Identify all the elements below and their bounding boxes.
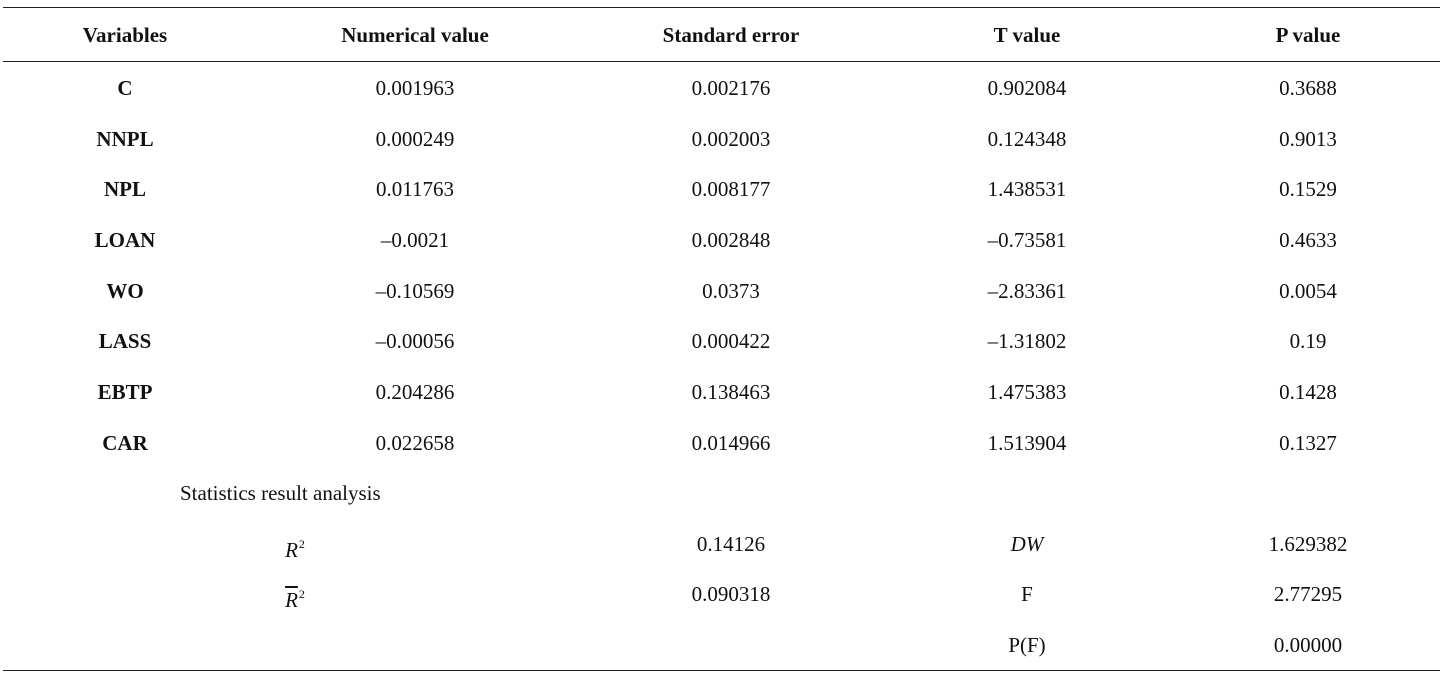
r-squared-letter: R bbox=[285, 538, 298, 562]
pf-label: P(F) bbox=[1008, 633, 1046, 657]
r-squared-symbol: R2 bbox=[275, 519, 315, 569]
row-lass-t: –1.31802 bbox=[987, 329, 1067, 353]
row-loan-variable: LOAN bbox=[94, 228, 156, 252]
row-lass-p: 0.19 bbox=[1289, 329, 1327, 353]
pf-value: 0.00000 bbox=[1273, 633, 1343, 657]
top-rule bbox=[3, 7, 1440, 8]
row-c-value: 0.001963 bbox=[375, 76, 455, 100]
header-numerical-value: Numerical value bbox=[341, 23, 489, 47]
f-label: F bbox=[1021, 582, 1033, 606]
row-lass-value: –0.00056 bbox=[375, 329, 455, 353]
row-npl-p: 0.1529 bbox=[1279, 177, 1337, 201]
row-npl-t: 1.438531 bbox=[987, 177, 1067, 201]
row-car-p: 0.1327 bbox=[1279, 431, 1337, 455]
row-wo-value: –0.10569 bbox=[375, 279, 455, 303]
row-car-se: 0.014966 bbox=[691, 431, 771, 455]
row-ebtp-se: 0.138463 bbox=[691, 380, 771, 404]
adjusted-r-squared-letter: R bbox=[285, 588, 298, 612]
header-variables: Variables bbox=[82, 23, 168, 47]
row-npl-se: 0.008177 bbox=[691, 177, 771, 201]
row-wo-p: 0.0054 bbox=[1279, 279, 1337, 303]
dw-value: 1.629382 bbox=[1268, 532, 1348, 556]
header-standard-error: Standard error bbox=[662, 23, 800, 47]
row-lass-variable: LASS bbox=[98, 329, 152, 353]
row-ebtp-value: 0.204286 bbox=[375, 380, 455, 404]
row-wo-variable: WO bbox=[106, 279, 144, 303]
row-loan-p: 0.4633 bbox=[1279, 228, 1337, 252]
dw-label: DW bbox=[1010, 532, 1044, 556]
f-value: 2.77295 bbox=[1273, 582, 1343, 606]
row-nnpl-value: 0.000249 bbox=[375, 127, 455, 151]
row-npl-value: 0.011763 bbox=[376, 177, 454, 201]
row-ebtp-t: 1.475383 bbox=[987, 380, 1067, 404]
bottom-rule bbox=[3, 670, 1440, 671]
adjusted-r-squared-value: 0.090318 bbox=[691, 582, 771, 606]
row-loan-t: –0.73581 bbox=[987, 228, 1067, 252]
row-lass-se: 0.000422 bbox=[691, 329, 771, 353]
row-car-value: 0.022658 bbox=[375, 431, 455, 455]
row-nnpl-se: 0.002003 bbox=[691, 127, 771, 151]
row-c-se: 0.002176 bbox=[691, 76, 771, 100]
r-squared-value: 0.14126 bbox=[696, 532, 766, 556]
row-wo-t: –2.83361 bbox=[987, 279, 1067, 303]
header-t-value: T value bbox=[993, 23, 1061, 47]
r-squared-superscript: 2 bbox=[298, 537, 305, 551]
statistics-section-title: Statistics result analysis bbox=[180, 481, 381, 505]
row-c-t: 0.902084 bbox=[987, 76, 1067, 100]
adjusted-r-squared-symbol: R2 bbox=[275, 569, 315, 619]
row-loan-value: –0.0021 bbox=[380, 228, 450, 252]
row-nnpl-variable: NNPL bbox=[96, 127, 154, 151]
adjusted-r-squared-superscript: 2 bbox=[298, 587, 305, 601]
row-loan-se: 0.002848 bbox=[691, 228, 771, 252]
row-nnpl-p: 0.9013 bbox=[1279, 127, 1337, 151]
row-wo-se: 0.0373 bbox=[702, 279, 760, 303]
row-car-t: 1.513904 bbox=[987, 431, 1067, 455]
row-c-variable: C bbox=[117, 76, 133, 100]
row-car-variable: CAR bbox=[102, 431, 148, 455]
row-c-p: 0.3688 bbox=[1279, 76, 1337, 100]
header-p-value: P value bbox=[1275, 23, 1341, 47]
header-rule bbox=[3, 61, 1440, 62]
row-ebtp-variable: EBTP bbox=[97, 380, 153, 404]
row-nnpl-t: 0.124348 bbox=[987, 127, 1067, 151]
row-ebtp-p: 0.1428 bbox=[1279, 380, 1337, 404]
row-npl-variable: NPL bbox=[104, 177, 146, 201]
